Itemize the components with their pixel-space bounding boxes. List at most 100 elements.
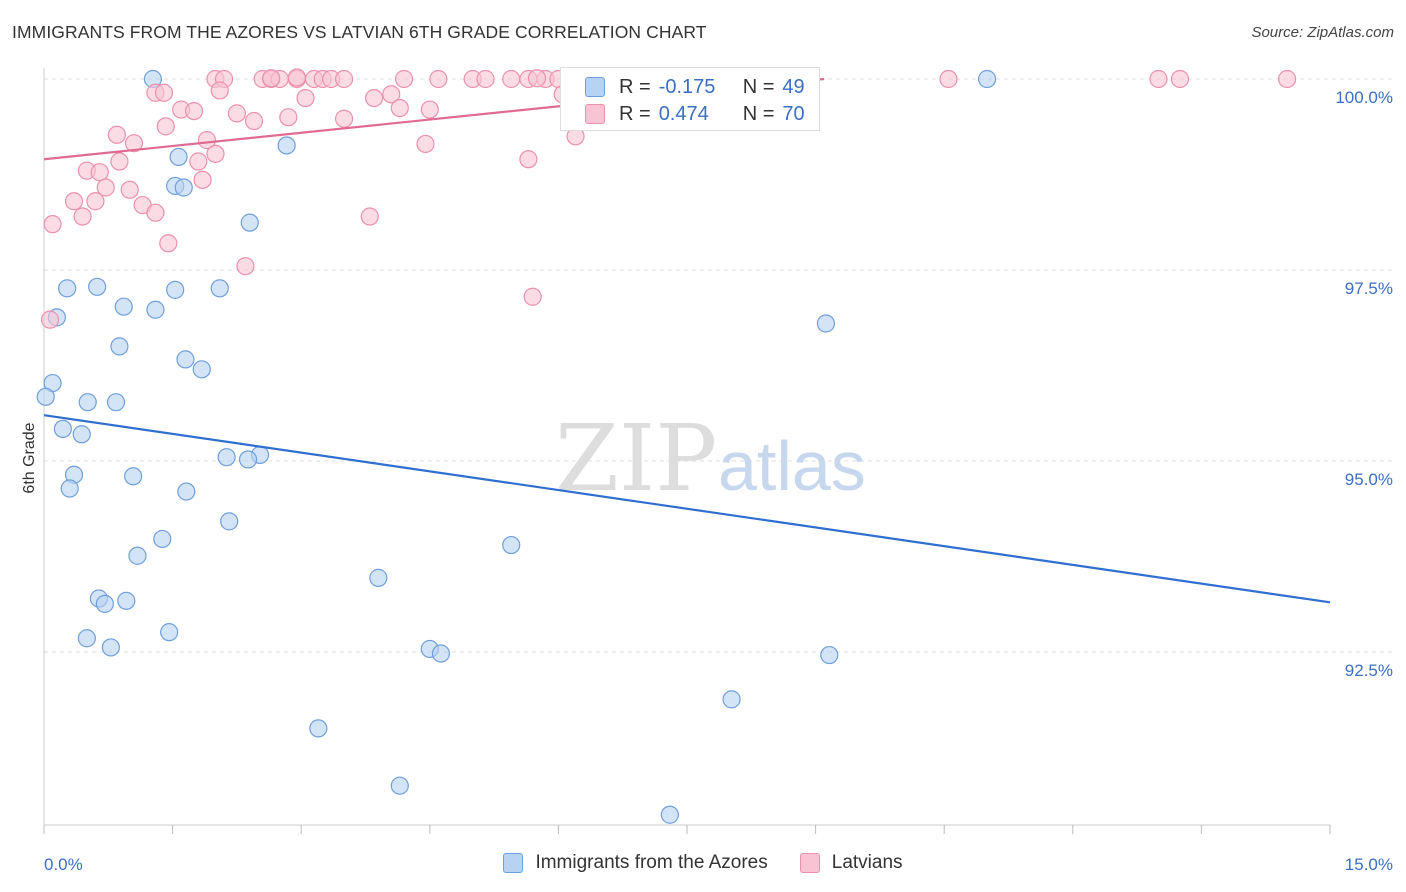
point-latvian [502,69,521,89]
point-latvian [124,134,144,153]
point-latvian [189,152,208,171]
point-azores [110,337,129,356]
legend-r-label: R = [619,102,651,125]
y-tick-labels: 92.5% 95.0% 97.5% 100.0% [1335,88,1393,680]
point-latvian [1170,69,1190,89]
point-latvian [156,117,175,136]
point-latvian [146,203,165,222]
point-latvian [429,69,448,89]
point-azores [369,568,388,587]
point-azores [95,594,114,613]
legend-item-latvian[interactable]: Latvians [799,852,903,874]
point-latvian [1149,69,1168,89]
series-azores-points [36,69,997,824]
legend-n-value-azores: 49 [782,75,805,98]
point-azores [101,638,120,657]
legend-swatch-latvian [799,853,820,873]
y-tick-label: 100.0% [1335,88,1393,107]
point-latvian [279,108,298,127]
point-azores [146,300,165,319]
watermark-atlas: atlas [718,427,866,505]
point-latvian [244,111,264,131]
point-latvian [197,131,216,150]
point-azores [78,393,97,412]
point-azores [210,279,229,298]
point-azores [128,546,147,565]
legend-item-azores[interactable]: Immigrants from the Azores [503,852,768,874]
point-latvian [227,104,246,123]
legend-swatch-azores [503,853,524,873]
chart-title: IMMIGRANTS FROM THE AZORES VS LATVIAN 6T… [12,22,707,42]
point-azores [106,393,126,412]
legend-r-label: R = [619,75,651,98]
point-latvian [40,310,60,329]
stats-legend: R = -0.175 N = 49 R = 0.474 N = 70 [560,67,820,131]
point-azores [820,645,839,665]
legend-swatch-azores [585,77,605,97]
point-azores [722,690,741,709]
point-azores [220,512,239,531]
point-azores [240,213,259,232]
point-latvian [210,81,229,100]
point-latvian [86,192,105,211]
watermark: ZIP atlas [555,405,866,512]
point-latvian [394,69,414,89]
x-tick-label-max: 15.0% [1345,855,1393,874]
point-latvian [64,192,84,211]
point-latvian [107,125,126,144]
legend-n-label: N = [742,75,775,98]
legend-n-value-latvian: 70 [782,102,805,125]
point-azores [431,644,451,663]
point-latvian [382,85,401,104]
point-azores [114,297,133,316]
point-latvian [193,170,212,189]
point-azores [502,535,521,555]
point-latvian [73,207,92,226]
point-latvian [334,69,354,89]
x-tick-labels: 0.0% 15.0% [44,855,1393,874]
legend-n-label: N = [742,102,775,125]
series-legend: Immigrants from the Azores Latvians [0,852,1406,874]
point-latvian [43,215,62,234]
point-latvian [296,88,315,108]
point-azores [174,178,193,197]
point-latvian [1278,69,1297,89]
point-latvian [939,69,958,89]
point-latvian [416,134,435,154]
point-azores [160,623,179,642]
point-azores [60,479,79,498]
point-latvian [476,69,495,89]
source-label: Source: ZipAtlas.com [1251,24,1394,41]
point-latvian [154,83,174,102]
legend-label-latvian: Latvians [831,852,903,873]
point-latvian [120,180,139,199]
point-latvian [159,234,178,253]
legend-r-value-latvian: 0.474 [658,102,709,125]
point-azores [88,277,107,296]
point-azores [166,280,185,299]
point-latvian [184,101,204,121]
point-azores [390,776,409,795]
point-latvian [262,69,281,88]
legend-row-azores: R = -0.175 N = 49 [585,73,805,101]
point-latvian [360,207,379,226]
point-azores [58,279,77,298]
point-azores [660,805,679,824]
y-tick-label: 97.5% [1345,279,1393,298]
legend-row-latvian: R = 0.474 N = 70 [585,100,805,128]
point-azores [72,425,91,444]
point-azores [169,147,188,167]
point-latvian [390,98,409,118]
point-azores [192,360,211,379]
point-azores [177,482,196,501]
point-azores [124,467,143,486]
point-azores [238,450,258,469]
legend-swatch-latvian [585,104,605,124]
watermark-zip: ZIP [555,405,717,512]
legend-r-value-azores: -0.175 [658,75,716,98]
point-azores [977,69,997,89]
axes [43,68,1331,834]
point-latvian [420,100,439,119]
point-latvian [110,152,129,171]
legend-label-azores: Immigrants from the Azores [535,852,768,873]
